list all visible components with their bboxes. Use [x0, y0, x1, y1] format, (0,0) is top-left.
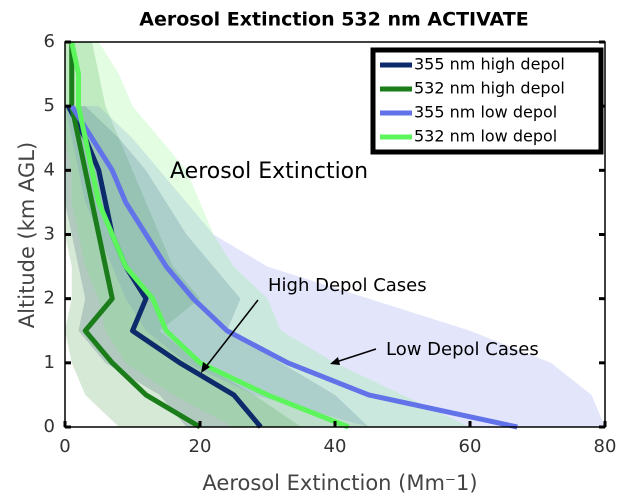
y-tick-label: 5 — [44, 95, 55, 116]
x-tick-label: 0 — [59, 436, 70, 457]
y-tick-label: 6 — [44, 31, 55, 52]
legend: 355 nm high depol 532 nm high depol 355 nm… — [370, 47, 604, 155]
uncertainty-band — [65, 106, 369, 428]
legend-label: 355 nm high depol — [414, 55, 565, 74]
y-axis-label: Altitude (km AGL) — [15, 142, 39, 328]
x-tick-label: 80 — [594, 436, 617, 457]
annotation: Aerosol Extinction — [170, 159, 368, 184]
y-tick-label: 2 — [44, 288, 55, 309]
y-tick-label: 1 — [44, 352, 55, 373]
plot-area — [65, 41, 605, 430]
profile-line — [69, 104, 518, 430]
x-tick-label: 20 — [189, 436, 212, 457]
x-tick-label: 40 — [324, 436, 347, 457]
y-tick-label: 4 — [44, 159, 55, 180]
uncertainty-band — [65, 106, 605, 428]
x-axis-label: Aerosol Extinction (Mm⁻1) — [202, 471, 477, 495]
x-tick-label: 60 — [459, 436, 482, 457]
arrow — [335, 348, 377, 363]
uncertainty-band — [65, 42, 302, 427]
annotation: High Depol Cases — [268, 275, 427, 296]
chart-title: Aerosol Extinction 532 nm ACTIVATE — [139, 9, 528, 31]
legend-label: 355 nm low depol — [414, 103, 557, 122]
y-tick-label: 3 — [44, 224, 55, 245]
annotation: Low Depol Cases — [386, 339, 539, 360]
arrow — [204, 299, 259, 369]
legend-label: 532 nm low depol — [414, 127, 557, 146]
legend-label: 532 nm high depol — [414, 79, 565, 98]
arrowhead — [201, 362, 210, 373]
profile-line — [69, 41, 350, 430]
y-tick-label: 0 — [44, 416, 55, 437]
arrowhead — [330, 357, 340, 365]
